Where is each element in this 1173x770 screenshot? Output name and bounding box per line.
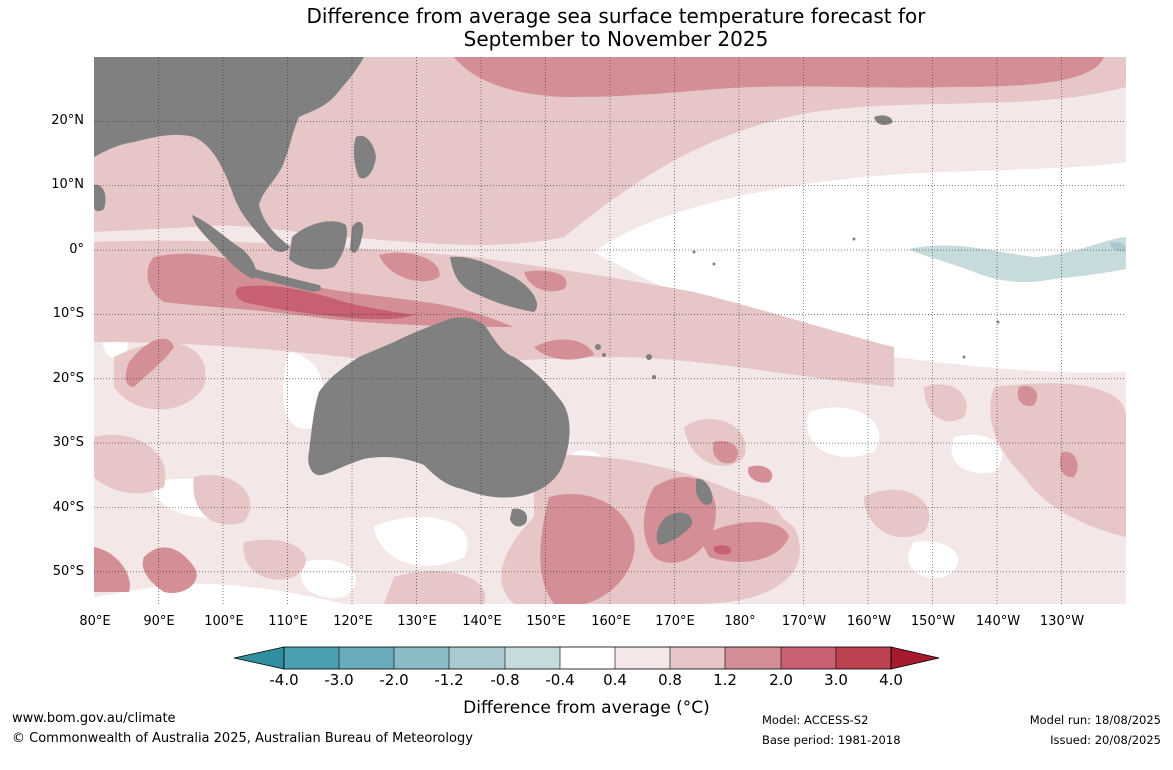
model-run-date: Model run: 18/08/2025: [1029, 713, 1161, 727]
land-sumatra: [192, 215, 256, 279]
colorbar-bin-10: [781, 647, 836, 669]
cool-anomaly-region: [909, 237, 1126, 283]
lon-label-140e: 140°E: [462, 614, 502, 629]
near-average-regions: [94, 162, 1126, 604]
land-borneo: [289, 221, 347, 270]
colorbar-bin-5: [505, 647, 560, 669]
colorbar-extend-high: [890, 646, 940, 670]
lat-label-20n: 20°N: [51, 113, 84, 128]
sst-anomaly-map: [94, 57, 1126, 604]
lon-label-80e: 80°E: [79, 614, 111, 629]
lon-label-120e: 120°E: [333, 614, 373, 629]
graticule: [94, 57, 1126, 604]
colorbar-bin-6: [560, 647, 615, 669]
colorbar-tick-label: -3.0: [324, 671, 354, 689]
lat-label-20s: 20°S: [52, 371, 84, 386]
anomaly-1-2-to-2-0: [94, 57, 1104, 604]
colorbar-bin-8: [670, 647, 725, 669]
colorbar-tick-label: 1.2: [713, 671, 737, 689]
anomaly-2-0-to-3-0: [235, 285, 731, 555]
lon-label-110e: 110°E: [268, 614, 308, 629]
colorbar-tick-label: 0.4: [603, 671, 627, 689]
lon-label-140w: 140°W: [975, 614, 1021, 629]
lat-label-10n: 10°N: [51, 177, 84, 192]
colorbar-tick-label: 3.0: [824, 671, 848, 689]
colorbar-title: Difference from average (°C): [463, 698, 710, 718]
copyright-notice: © Commonwealth of Australia 2025, Austra…: [12, 731, 473, 746]
colorbar-tick-label: -2.0: [379, 671, 409, 689]
colorbar-tick-label: 4.0: [879, 671, 903, 689]
title-line-1: Difference from average sea surface temp…: [306, 4, 926, 28]
lon-label-160e: 160°E: [591, 614, 631, 629]
colorbar-tick-label: 0.8: [658, 671, 682, 689]
issued-date: Issued: 20/08/2025: [1050, 733, 1161, 747]
lat-label-50s: 50°S: [52, 564, 84, 579]
bom-website-link[interactable]: www.bom.gov.au/climate: [12, 711, 176, 726]
colorbar-bin-3: [394, 647, 449, 669]
colorbar-bin-7: [615, 647, 670, 669]
colorbar-bin-2: [339, 647, 394, 669]
lon-label-150e: 150°E: [526, 614, 566, 629]
colorbar: [234, 646, 940, 670]
lon-label-170w: 170°W: [781, 614, 827, 629]
lon-label-160w: 160°W: [846, 614, 892, 629]
base-period: Base period: 1981-2018: [762, 733, 901, 747]
colorbar-tick-label: -4.0: [269, 671, 299, 689]
lon-label-130w: 130°W: [1039, 614, 1085, 629]
map-title: Difference from average sea surface temp…: [0, 5, 1173, 51]
lon-label-100e: 100°E: [204, 614, 244, 629]
colorbar-tick-label: -0.4: [545, 671, 575, 689]
colorbar-tick-label: -1.2: [434, 671, 464, 689]
lon-label-130e: 130°E: [397, 614, 437, 629]
anomaly-0-8-to-1-2: [94, 57, 1126, 604]
colorbar-extend-low: [234, 646, 285, 670]
title-line-2: September to November 2025: [463, 27, 769, 51]
land-new-zealand: [696, 478, 713, 505]
lon-label-170e: 170°E: [655, 614, 695, 629]
lon-label-90e: 90°E: [143, 614, 175, 629]
lat-label-10s: 10°S: [52, 306, 84, 321]
land: [94, 57, 1000, 545]
colorbar-bin-9: [725, 647, 781, 669]
colorbar-tick-label: 2.0: [769, 671, 793, 689]
lon-label-180: 180°: [724, 614, 756, 629]
colorbar-tick-label: -0.8: [490, 671, 520, 689]
lat-label-0: 0°: [69, 242, 84, 257]
lon-label-150w: 150°W: [910, 614, 956, 629]
colorbar-bin-11: [836, 647, 891, 669]
land-new-guinea: [450, 256, 538, 312]
model-name: Model: ACCESS-S2: [762, 713, 869, 727]
colorbar-bin-1: [284, 647, 339, 669]
lat-label-30s: 30°S: [52, 435, 84, 450]
land-australia: [308, 317, 570, 498]
colorbar-bin-4: [449, 647, 505, 669]
land-asia: [94, 57, 364, 252]
lat-label-40s: 40°S: [52, 500, 84, 515]
